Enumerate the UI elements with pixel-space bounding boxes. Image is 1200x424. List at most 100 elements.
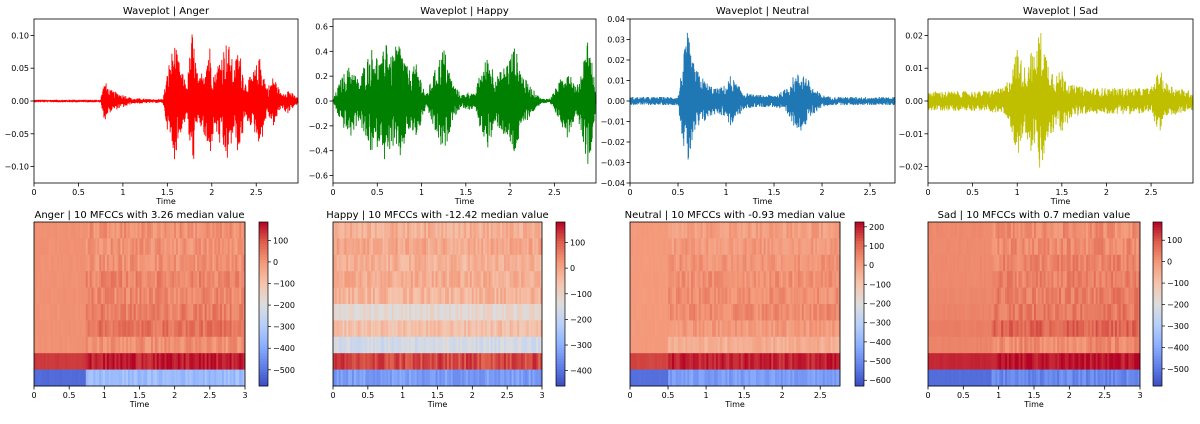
mfcc-cell bbox=[689, 254, 692, 272]
mfcc-cell bbox=[1043, 222, 1046, 239]
mfcc-cell bbox=[481, 222, 484, 239]
mfcc-cell bbox=[55, 238, 58, 256]
mfcc-cell bbox=[85, 254, 89, 272]
mfcc-cell bbox=[149, 336, 152, 354]
mfcc-cell bbox=[91, 254, 94, 272]
mfcc-cell bbox=[649, 353, 652, 370]
mfcc-cell bbox=[1008, 369, 1012, 387]
mfcc-cell bbox=[778, 320, 782, 338]
mfcc-cell bbox=[147, 222, 150, 239]
mfcc-cell bbox=[721, 271, 724, 288]
mfcc-cell bbox=[675, 353, 679, 370]
mfcc-cell bbox=[172, 320, 175, 338]
mfcc-cell bbox=[139, 287, 142, 305]
mfcc-cell bbox=[103, 353, 106, 370]
mfcc-cell bbox=[126, 254, 129, 272]
mfcc-cell bbox=[357, 254, 360, 272]
mfcc-cell bbox=[469, 369, 473, 387]
mfcc-cell bbox=[836, 320, 839, 338]
colorbar-segment bbox=[259, 271, 268, 275]
mfcc-cell bbox=[218, 304, 221, 321]
mfcc-cell bbox=[223, 271, 227, 288]
mfcc-cell bbox=[1136, 320, 1139, 338]
mfcc-cell bbox=[706, 271, 709, 288]
mfcc-cell bbox=[1039, 287, 1043, 305]
mfcc-cell bbox=[954, 320, 958, 338]
mfcc-cell bbox=[788, 353, 791, 370]
mfcc-cell bbox=[954, 254, 958, 272]
mfcc-cell bbox=[985, 353, 989, 370]
mfcc-cell bbox=[515, 304, 518, 321]
mfcc-cell bbox=[507, 287, 511, 305]
mfcc-cell bbox=[826, 336, 829, 354]
mfcc-cell bbox=[158, 254, 161, 272]
colorbar-segment bbox=[556, 317, 565, 321]
mfcc-cell bbox=[813, 353, 816, 370]
mfcc-cell bbox=[509, 271, 512, 288]
y-tick-label: −0.05 bbox=[4, 130, 29, 139]
mfcc-cell bbox=[97, 271, 100, 288]
mfcc-cell bbox=[836, 271, 839, 288]
mfcc-cell bbox=[775, 271, 778, 288]
colorbar-segment bbox=[1153, 347, 1162, 351]
mfcc-cell bbox=[137, 254, 140, 272]
mfcc-cell bbox=[727, 238, 730, 256]
mfcc-cell bbox=[454, 320, 457, 338]
mfcc-cell bbox=[390, 336, 393, 354]
mfcc-cell bbox=[820, 336, 824, 354]
mfcc-cell bbox=[647, 353, 650, 370]
mfcc-cell bbox=[494, 271, 497, 288]
mfcc-cell bbox=[1068, 304, 1072, 321]
mfcc-cell bbox=[698, 369, 702, 387]
colorbar-segment bbox=[855, 325, 864, 329]
mfcc-cell bbox=[966, 222, 969, 239]
mfcc-cell bbox=[788, 254, 791, 272]
mfcc-cell bbox=[658, 336, 661, 354]
mfcc-cell bbox=[49, 369, 52, 387]
mfcc-cell bbox=[412, 222, 416, 239]
mfcc-cell bbox=[1014, 320, 1018, 338]
mfcc-cell bbox=[127, 353, 131, 370]
mfcc-cell bbox=[717, 222, 721, 239]
mfcc-cell bbox=[380, 254, 383, 272]
mfcc-cell bbox=[87, 304, 91, 321]
mfcc-cell bbox=[471, 287, 474, 305]
mfcc-cell bbox=[828, 320, 831, 338]
mfcc-cell bbox=[989, 320, 992, 338]
mfcc-cell bbox=[55, 222, 58, 239]
mfcc-cell bbox=[60, 287, 64, 305]
mfcc-cell bbox=[1089, 222, 1093, 239]
mfcc-cell bbox=[928, 238, 931, 256]
mfcc-cell bbox=[431, 304, 435, 321]
mfcc-cell bbox=[156, 222, 160, 239]
mfcc-cell bbox=[477, 336, 480, 354]
mfcc-cell bbox=[1122, 320, 1125, 338]
mfcc-cell bbox=[473, 320, 476, 338]
mfcc-cell bbox=[1066, 336, 1070, 354]
mfcc-cell bbox=[1101, 304, 1104, 321]
mfcc-cell bbox=[441, 353, 444, 370]
mfcc-cell bbox=[715, 271, 719, 288]
mfcc-cell bbox=[198, 320, 202, 338]
mfcc-cell bbox=[447, 353, 450, 370]
mfcc-cell bbox=[243, 287, 246, 305]
mfcc-cell bbox=[647, 304, 650, 321]
mfcc-cell bbox=[757, 369, 761, 387]
mfcc-cell bbox=[72, 320, 75, 338]
x-tick-label: 0.5 bbox=[361, 391, 374, 400]
mfcc-cell bbox=[177, 254, 181, 272]
mfcc-cell bbox=[765, 287, 768, 305]
mfcc-cell bbox=[708, 238, 711, 256]
mfcc-cell bbox=[183, 353, 186, 370]
mfcc-cell bbox=[790, 369, 793, 387]
mfcc-cell bbox=[445, 287, 448, 305]
mfcc-cell bbox=[333, 353, 336, 370]
mfcc-cell bbox=[524, 238, 528, 256]
mfcc-cell bbox=[212, 369, 215, 387]
mfcc-cell bbox=[931, 254, 935, 272]
mfcc-cell bbox=[145, 320, 148, 338]
colorbar-segment bbox=[855, 336, 864, 340]
mfcc-cell bbox=[931, 369, 935, 387]
mfcc-cell bbox=[736, 271, 740, 288]
mfcc-cell bbox=[652, 287, 656, 305]
